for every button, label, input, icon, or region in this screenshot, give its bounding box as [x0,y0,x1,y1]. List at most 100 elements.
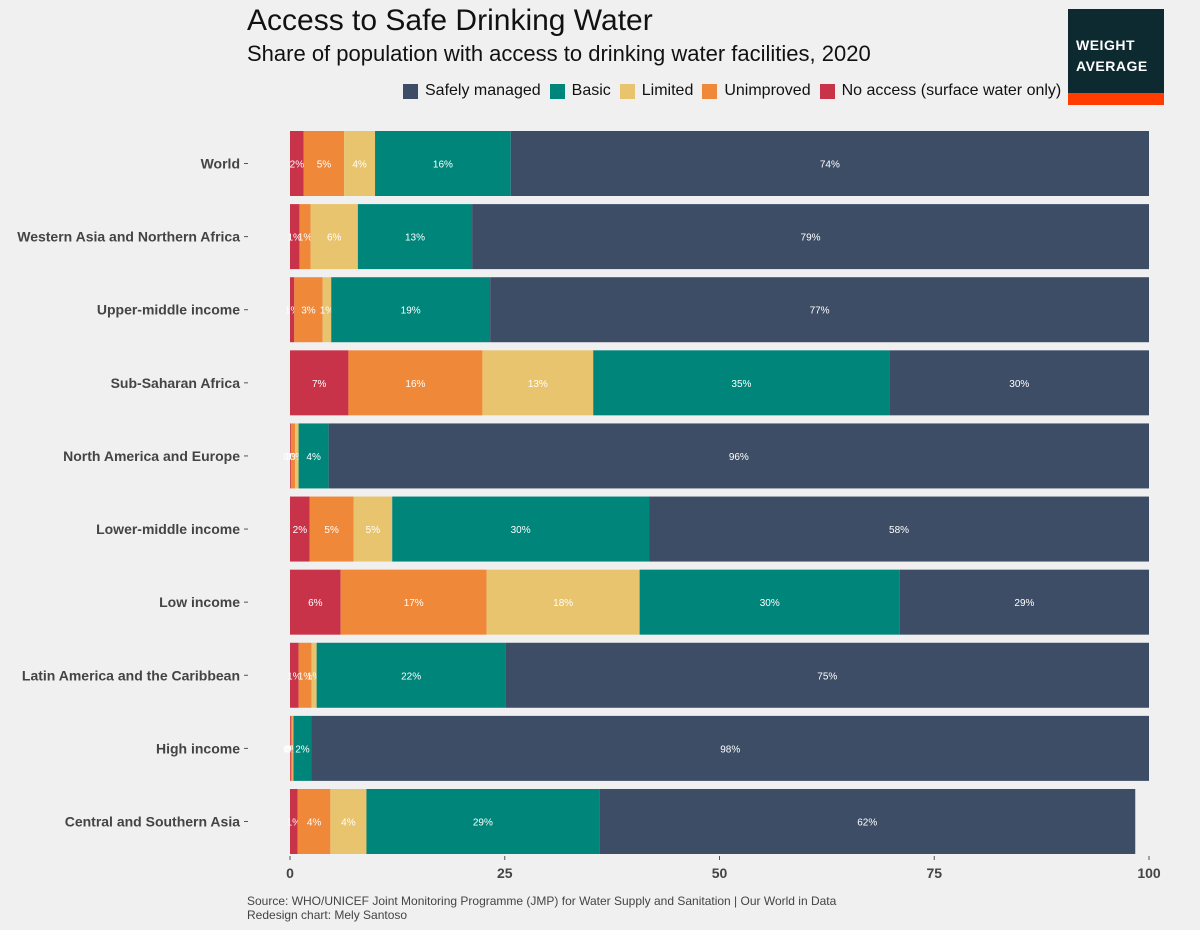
bar-segment-unimproved [297,788,331,854]
bar-segment-safely-managed [328,423,1149,489]
bar-segment-no-access [290,788,298,854]
bar-segment-unimproved [340,569,487,635]
data-label: 96% [729,452,749,463]
bar-segment-basic [375,131,511,196]
category-label: Sub-Saharan Africa [111,375,241,391]
bar-segment-limited [311,642,317,708]
data-label: 6% [327,233,342,244]
bar-segment-basic [366,788,600,854]
bar-segment-limited [353,496,393,562]
bar-segment-limited [292,715,294,781]
bar-segment-no-access [290,423,291,489]
data-label: 7% [312,379,327,390]
logo-text-line1: WEIGHT [1076,37,1135,53]
bar-segment-basic [593,350,890,416]
legend-label: No access (surface water only) [841,82,1062,99]
data-label: 1% [287,671,302,682]
logo-text-line2: AVERAGE [1076,58,1148,74]
data-label: 29% [473,817,493,828]
bar-segment-unimproved [290,423,296,489]
data-label: 98% [720,744,740,755]
legend-item-safely-managed: Safely managed [403,82,541,100]
bar-segment-unimproved [309,496,354,562]
data-label: 13% [528,379,548,390]
bar-segment-no-access [290,642,299,708]
bar-segment-limited [322,277,332,343]
weight-average-logo: WEIGHT AVERAGE [1068,9,1164,105]
data-label: 5% [366,525,381,536]
data-label: 16% [433,160,453,171]
data-label: 4% [341,817,356,828]
category-label: Upper-middle income [97,302,240,318]
bar-segment-no-access [290,131,304,196]
bar-segment-basic [331,277,491,343]
data-label: 0% [290,452,305,463]
data-label: 2% [293,525,308,536]
data-label: 58% [889,525,909,536]
data-label: 0% [284,744,299,755]
source-line: Source: WHO/UNICEF Joint Monitoring Prog… [247,894,837,908]
data-label: 30% [511,525,531,536]
source-note: Source: WHO/UNICEF Joint Monitoring Prog… [247,894,836,922]
credit-line: Redesign chart: Mely Santoso [247,908,408,922]
category-label: Lower-middle income [96,521,240,537]
data-label: 1% [298,233,313,244]
legend-swatch [403,83,418,99]
bar-segment-basic [293,715,312,781]
data-label: 5% [317,160,332,171]
data-label: 4% [307,817,322,828]
data-label: 6% [308,598,323,609]
data-label: 22% [401,671,421,682]
data-label: 0% [286,744,301,755]
category-label: World [201,156,240,172]
bar-segment-no-access [290,715,291,781]
legend-item-no-access: No access (surface water only) [819,82,1062,100]
data-label: 30% [1009,379,1029,390]
bar-segment-unimproved [298,642,312,708]
x-tick-label: 100 [1137,865,1161,881]
bar-segment-basic [392,496,650,562]
bar-segment-unimproved [299,204,311,270]
data-label: 79% [801,233,821,244]
bar-segment-safely-managed [599,788,1136,854]
data-label: 4% [352,160,367,171]
data-label: 1% [298,671,313,682]
data-label: 62% [857,817,877,828]
data-label: 19% [401,306,421,317]
bar-segment-safely-managed [490,277,1150,343]
bar-segment-safely-managed [889,350,1149,416]
bar-segment-safely-managed [510,131,1149,196]
x-tick-label: 75 [926,865,942,881]
data-label: 1% [287,817,302,828]
legend-swatch [819,83,835,99]
data-label: 74% [820,160,840,171]
legend-swatch [702,83,718,99]
data-label: 1% [320,306,335,317]
x-tick-label: 25 [497,865,513,881]
data-label: 2% [290,160,305,171]
data-label: 35% [731,379,751,390]
logo-accent-bar [1068,93,1164,105]
legend-label: Limited [641,82,694,99]
bar-segment-limited [295,423,299,489]
data-label: 18% [553,598,573,609]
bar-segment-unimproved [294,277,323,343]
bar-segment-no-access [290,350,349,416]
bar-segment-basic [357,204,473,270]
legend-item-basic: Basic [549,82,611,100]
data-label: 4% [306,452,321,463]
bar-segment-safely-managed [311,715,1150,781]
bar-segment-no-access [290,277,295,343]
data-label: 77% [810,306,830,317]
category-label: Latin America and the Caribbean [22,667,240,683]
bar-segment-basic [316,642,506,708]
bar-segment-basic [639,569,900,635]
bar-segment-basic [298,423,329,489]
bar-segment-limited [482,350,594,416]
legend-item-unimproved: Unimproved [702,82,811,100]
x-tick-label: 0 [286,865,294,881]
bar-segment-limited [486,569,640,635]
bar-segment-unimproved [303,131,345,196]
bar-segment-safely-managed [472,204,1149,270]
